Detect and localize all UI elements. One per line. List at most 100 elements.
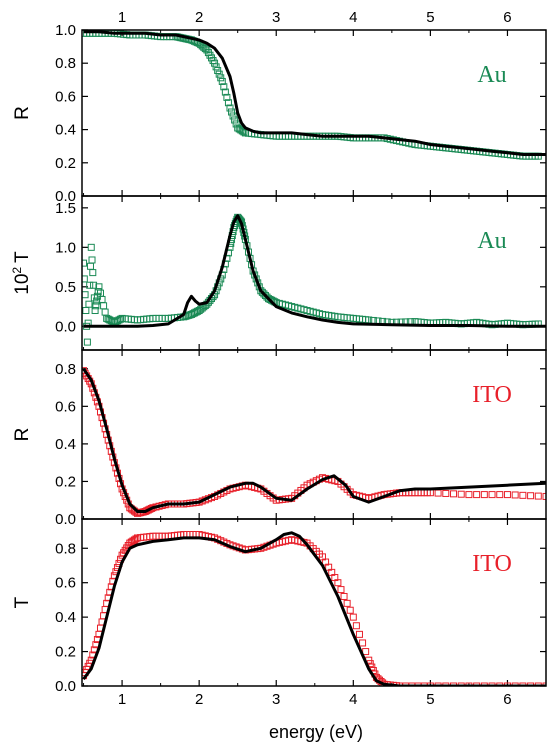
x-tick-label: 5 <box>426 691 434 708</box>
data-point <box>434 682 442 686</box>
data-point <box>92 302 100 310</box>
data-point <box>355 630 363 638</box>
data-point <box>359 639 367 647</box>
fit-line <box>83 30 546 156</box>
data-point <box>511 491 519 499</box>
data-point <box>228 108 236 116</box>
x-tick-label-top: 4 <box>349 9 357 26</box>
y-tick-label: 1.0 <box>55 239 76 256</box>
data-point <box>231 116 239 124</box>
data-point <box>117 315 125 323</box>
x-tick-label: 1 <box>118 691 126 708</box>
data-point <box>442 489 450 497</box>
y-axis-label-sup: 2 <box>10 267 24 274</box>
data-point <box>229 112 237 120</box>
data-point <box>334 579 342 587</box>
y-tick-label: 0.0 <box>55 678 76 695</box>
y-tick-label: 0.4 <box>55 436 76 453</box>
data-point <box>90 281 98 289</box>
fit-line <box>83 214 546 328</box>
data-point <box>337 586 345 594</box>
data-point <box>396 682 404 686</box>
panel-ito-reflectance: 0.0 0.2 0.4 0.6 0.8 R ITO <box>12 349 547 528</box>
data-point <box>496 682 504 686</box>
y-tick-label: 1.0 <box>55 22 76 39</box>
data-point <box>218 77 226 85</box>
x-tick-label: 3 <box>272 691 280 708</box>
y-axis-label: R <box>12 428 33 442</box>
x-tick-label-top: 5 <box>426 9 434 26</box>
data-point <box>93 297 101 305</box>
y-tick-label: 0.8 <box>55 55 76 72</box>
data-point <box>82 259 88 267</box>
data-point <box>87 243 95 251</box>
data-point <box>101 308 109 316</box>
data-point <box>94 288 102 296</box>
data-point <box>349 613 357 621</box>
data-point <box>414 682 422 686</box>
data-point <box>450 682 458 686</box>
y-axis-label: T <box>12 596 33 608</box>
data-point <box>83 338 91 346</box>
data-series <box>82 30 542 160</box>
data-point <box>226 104 234 112</box>
x-tick-label: 2 <box>195 691 203 708</box>
material-annotation: ITO <box>472 551 512 577</box>
data-point <box>82 275 88 283</box>
data-point <box>402 682 410 686</box>
data-point <box>215 70 223 78</box>
data-point <box>223 93 231 101</box>
data-point <box>457 682 465 686</box>
data-point <box>85 300 93 308</box>
material-annotation: Au <box>477 228 506 254</box>
data-point <box>488 491 496 499</box>
panel-frame <box>81 349 547 520</box>
y-axis-label: R <box>12 106 33 120</box>
y-axis-label-suffix: T <box>12 251 33 263</box>
fit-line <box>82 367 546 513</box>
x-tick-label-top: 6 <box>503 9 511 26</box>
data-point <box>343 599 351 607</box>
x-axis-label: energy (eV) <box>269 722 363 742</box>
data-point <box>420 682 428 686</box>
panel-ito-transmittance: 1 2 3 4 5 6 0.0 0.2 0.4 0.6 0.8 T ITO energy (eV) <box>12 518 547 742</box>
data-point <box>346 606 354 614</box>
data-point <box>86 281 94 289</box>
data-point <box>511 682 519 686</box>
data-point <box>442 682 450 686</box>
data-point <box>221 88 229 96</box>
data-point <box>465 491 473 499</box>
y-tick-label: 0.8 <box>55 540 76 557</box>
data-point <box>473 491 481 499</box>
y-tick-label: 0.6 <box>55 398 76 415</box>
data-point <box>224 99 232 107</box>
y-tick-label: 0.2 <box>55 473 76 490</box>
data-point <box>82 307 90 315</box>
material-annotation: ITO <box>472 382 512 408</box>
y-tick-label: 0.6 <box>55 88 76 105</box>
data-point <box>527 492 535 500</box>
data-point <box>220 83 228 91</box>
data-point <box>426 682 434 686</box>
data-point <box>240 128 248 136</box>
x-tick-label-top: 3 <box>272 9 280 26</box>
data-point <box>88 256 96 264</box>
data-point <box>450 490 458 498</box>
data-point <box>340 592 348 600</box>
y-tick-label: 0.0 <box>55 188 76 205</box>
panel-frame <box>81 29 547 197</box>
data-point <box>89 269 97 277</box>
data-point <box>503 682 511 686</box>
x-tick-label: 4 <box>349 691 357 708</box>
x-tick-label: 6 <box>503 691 511 708</box>
data-point <box>542 492 546 500</box>
data-point <box>527 682 535 686</box>
data-point <box>214 67 222 75</box>
y-tick-label: 0.2 <box>55 644 76 661</box>
material-annotation: Au <box>477 62 506 88</box>
y-tick-label: 1.5 <box>55 200 76 217</box>
data-point <box>496 491 504 499</box>
data-point <box>534 492 542 500</box>
